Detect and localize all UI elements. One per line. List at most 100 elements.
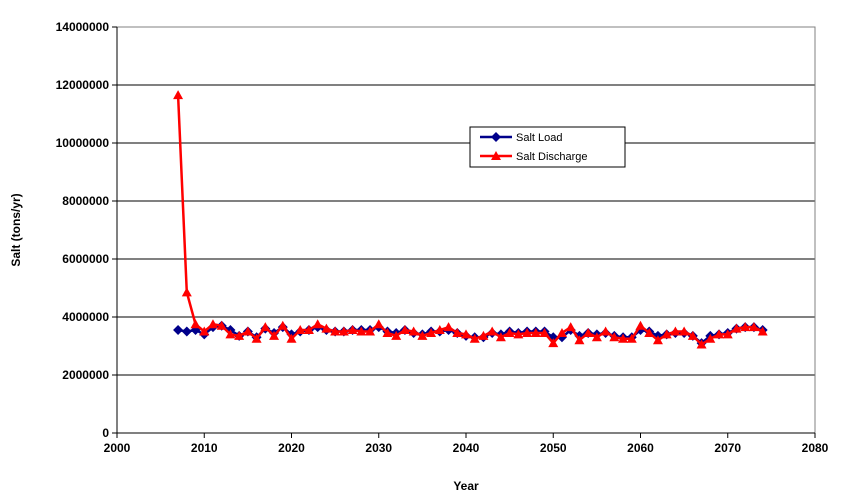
x-tick-label: 2020 (278, 441, 305, 455)
data-point (181, 326, 192, 337)
data-point (679, 326, 690, 336)
data-point (530, 327, 541, 337)
data-point (356, 326, 367, 336)
data-point (478, 330, 489, 340)
data-point (303, 325, 314, 335)
y-tick-label: 2000000 (62, 368, 109, 382)
data-point (434, 325, 445, 335)
data-point (207, 319, 218, 329)
data-point (644, 327, 655, 337)
y-axis-ticks: 0 2000000 4000000 6000000 8000000 10000000 120… (56, 20, 117, 440)
x-tick-label: 2000 (104, 441, 131, 455)
data-point (469, 333, 480, 343)
data-point (295, 325, 306, 335)
data-point (373, 319, 384, 329)
data-point (487, 326, 498, 336)
data-point (539, 327, 550, 337)
data-point (399, 325, 410, 335)
data-point (600, 326, 611, 336)
data-point (696, 339, 707, 349)
data-point (242, 326, 253, 336)
x-tick-label: 2070 (714, 441, 741, 455)
data-point (748, 322, 759, 332)
data-point (591, 332, 602, 342)
data-point (661, 329, 672, 339)
data-point (321, 323, 332, 333)
data-point (652, 335, 663, 345)
data-point (347, 325, 358, 335)
data-point (312, 319, 323, 329)
x-axis-ticks: 2000 2010 2020 2030 2040 2050 2060 2070 2080 (104, 433, 829, 455)
x-tick-label: 2040 (453, 441, 480, 455)
x-tick-label: 2080 (802, 441, 829, 455)
legend-item: Salt Load (480, 132, 562, 144)
data-point (365, 326, 376, 336)
data-point (181, 287, 192, 297)
y-tick-label: 10000000 (56, 136, 110, 150)
data-point (443, 322, 454, 332)
data-point (609, 332, 620, 342)
data-point (495, 332, 506, 342)
data-point (714, 329, 725, 339)
y-tick-label: 12000000 (56, 78, 110, 92)
x-tick-label: 2050 (540, 441, 567, 455)
data-point (626, 333, 637, 343)
y-tick-label: 8000000 (62, 194, 109, 208)
series-layer (173, 90, 768, 349)
legend-item: Salt Discharge (480, 151, 588, 163)
data-point (260, 322, 271, 332)
data-point (234, 330, 245, 340)
data-point (705, 333, 716, 343)
data-point (583, 327, 594, 337)
legend-marker (491, 151, 501, 160)
data-point (556, 327, 567, 337)
legend-label: Salt Load (516, 132, 562, 144)
data-point (190, 319, 201, 329)
y-tick-label: 6000000 (62, 252, 109, 266)
data-point (574, 335, 585, 345)
data-point (216, 320, 227, 330)
data-point (452, 327, 463, 337)
data-point (687, 330, 698, 340)
y-axis-title: Salt (tons/yr) (9, 193, 23, 266)
y-tick-label: 4000000 (62, 310, 109, 324)
data-point (173, 325, 184, 336)
legend: Salt Load Salt Discharge (469, 126, 626, 168)
data-point (513, 329, 524, 339)
data-point (286, 333, 297, 343)
data-point (391, 330, 402, 340)
legend-label: Salt Discharge (516, 151, 588, 163)
plot-area (116, 26, 816, 434)
y-tick-label: 0 (102, 426, 109, 440)
axes (116, 27, 815, 434)
data-point (635, 320, 646, 330)
data-point (277, 320, 288, 330)
data-point (426, 327, 437, 337)
data-point (722, 329, 733, 339)
data-point (330, 326, 341, 336)
data-point (417, 330, 428, 340)
data-point (504, 327, 515, 337)
x-tick-label: 2060 (627, 441, 654, 455)
data-point (269, 330, 280, 340)
data-point (338, 326, 349, 336)
data-point (618, 333, 629, 343)
x-tick-label: 2030 (365, 441, 392, 455)
y-tick-label: 14000000 (56, 20, 110, 34)
data-point (225, 329, 236, 339)
data-point (670, 326, 681, 336)
data-point (731, 323, 742, 333)
data-point (199, 326, 210, 336)
data-point (251, 333, 262, 343)
data-point (740, 322, 751, 332)
series-salt-discharge (173, 90, 768, 349)
x-axis-title: Year (453, 479, 479, 493)
data-point (548, 338, 559, 348)
data-point (173, 90, 184, 100)
data-point (522, 327, 533, 337)
data-point (757, 326, 768, 336)
legend-marker (491, 132, 501, 142)
x-tick-label: 2010 (191, 441, 218, 455)
data-point (408, 326, 419, 336)
